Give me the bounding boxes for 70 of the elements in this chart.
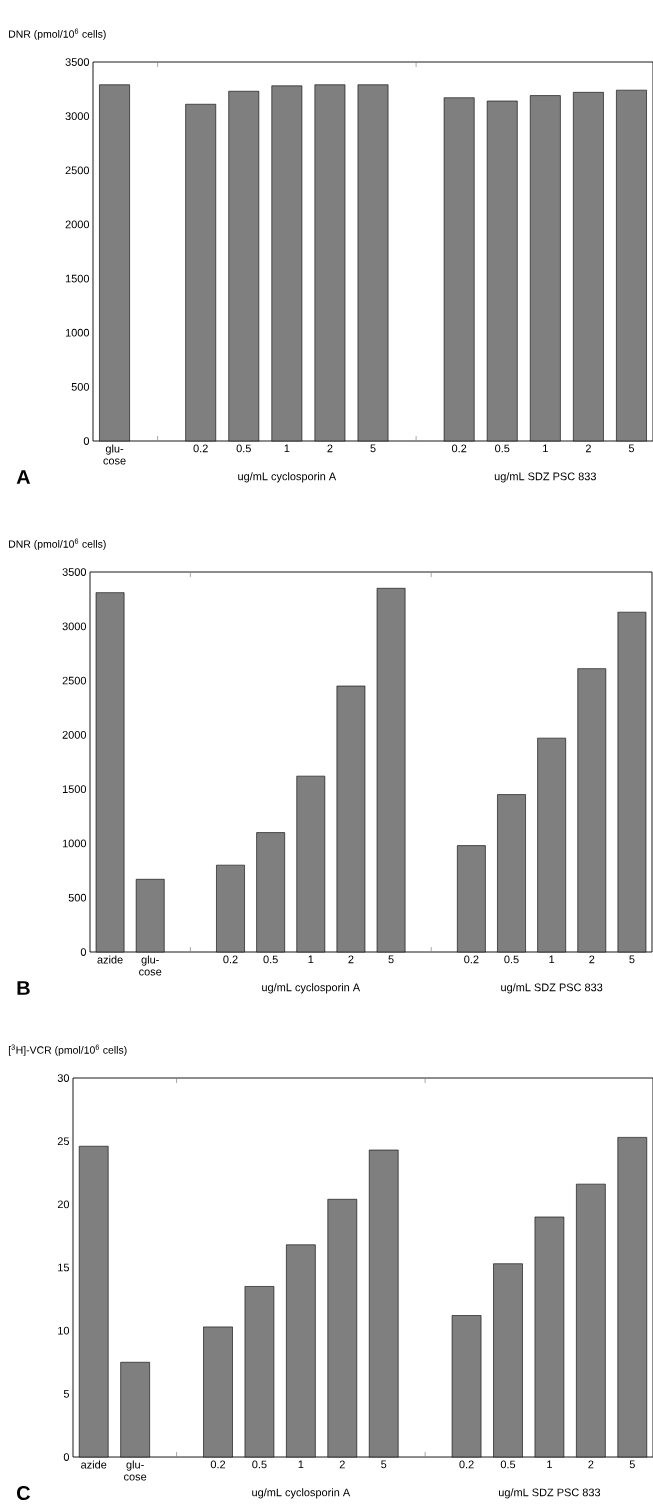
x-tick-label: 0.2 bbox=[210, 1460, 226, 1469]
x-tick-label: 0.2 bbox=[464, 955, 479, 964]
y-tick-label: 3000 bbox=[65, 112, 90, 121]
x-tick-label: azide bbox=[81, 1460, 107, 1469]
x-tick-label: 0.2 bbox=[193, 444, 208, 453]
x-tick-label: 5 bbox=[388, 955, 394, 964]
x-tick-label: glu- cose bbox=[103, 444, 126, 465]
x-tick-label: glu- cose bbox=[139, 955, 162, 976]
x-tick-label: 0.5 bbox=[263, 955, 278, 964]
y-tick-label: 1000 bbox=[62, 839, 87, 848]
x-tick-label: 5 bbox=[370, 444, 376, 453]
x-tick-label: 5 bbox=[628, 444, 635, 453]
text: C bbox=[17, 1485, 31, 1501]
x-tick-label: 2 bbox=[588, 1460, 594, 1469]
x-tick-label: 0.5 bbox=[236, 444, 251, 453]
x-tick-label: azide bbox=[97, 955, 123, 964]
y-tick-label: 2500 bbox=[62, 676, 87, 685]
y-tick-label: 2000 bbox=[62, 731, 87, 739]
y-axis-title: [$^{3}$H]-VCR (pmol/10$^{6}$ cells) bbox=[8, 1044, 127, 1056]
y-tick-label: 15 bbox=[58, 1263, 70, 1272]
x-tick-label: 1 bbox=[298, 1460, 304, 1469]
y-tick-label: 30 bbox=[57, 1074, 70, 1082]
y-tick-label: 500 bbox=[68, 893, 87, 902]
text: ug/mL cyclosporin A bbox=[262, 983, 361, 994]
y-tick-label: 5 bbox=[63, 1390, 70, 1398]
text: ug/mL SDZ PSC 833 bbox=[501, 983, 603, 994]
x-tick-label: 5 bbox=[629, 955, 635, 964]
text: ug/mL cyclosporin A bbox=[252, 1488, 351, 1499]
y-tick-label: 0 bbox=[80, 948, 87, 956]
y-tick-label: 0 bbox=[83, 437, 90, 445]
y-tick-label: 20 bbox=[57, 1200, 70, 1209]
x-tick-label: 2 bbox=[327, 444, 333, 453]
x-tick-label: 2 bbox=[339, 1460, 345, 1469]
text: A bbox=[16, 470, 31, 484]
x-tick-label: 2 bbox=[585, 444, 591, 453]
x-tick-label: 0.5 bbox=[495, 444, 510, 453]
y-tick-label: 1500 bbox=[65, 274, 90, 283]
x-tick-label: 0.5 bbox=[252, 1460, 267, 1469]
y-tick-label: 1500 bbox=[62, 785, 87, 794]
x-tick-label: 1 bbox=[547, 1460, 552, 1469]
text: ug/mL cyclosporin A bbox=[238, 472, 337, 483]
x-tick-label: 2 bbox=[348, 955, 354, 964]
y-tick-label: 2000 bbox=[65, 220, 90, 229]
x-tick-label: 2 bbox=[589, 955, 595, 964]
x-tick-label: 1 bbox=[549, 955, 555, 964]
text: ug/mL SDZ PSC 833 bbox=[494, 472, 596, 483]
y-axis-title: DNR (pmol/10$^{6}$ cells) bbox=[9, 28, 106, 40]
y-tick-label: 3500 bbox=[62, 568, 87, 576]
x-tick-label: 1 bbox=[308, 955, 314, 964]
x-tick-label: 0.5 bbox=[500, 1460, 516, 1469]
x-tick-label: 0.2 bbox=[451, 444, 467, 453]
x-tick-label: 1 bbox=[284, 444, 290, 453]
y-tick-label: 500 bbox=[71, 382, 90, 391]
y-tick-label: 3500 bbox=[65, 58, 90, 66]
x-tick-label: 5 bbox=[381, 1460, 387, 1469]
x-tick-label: 0.5 bbox=[504, 955, 519, 964]
text: ug/mL SDZ PSC 833 bbox=[498, 1488, 601, 1499]
x-tick-label: 0.2 bbox=[223, 955, 238, 964]
y-tick-label: 25 bbox=[57, 1137, 70, 1146]
x-tick-label: glu- cose bbox=[124, 1460, 147, 1481]
text: B bbox=[17, 981, 30, 995]
x-tick-label: 5 bbox=[629, 1460, 635, 1469]
x-tick-label: 1 bbox=[543, 444, 548, 453]
y-tick-label: 10 bbox=[58, 1326, 70, 1335]
x-tick-label: 0.2 bbox=[459, 1460, 474, 1469]
y-tick-label: 3000 bbox=[62, 622, 87, 631]
y-axis-title: DNR (pmol/10$^{6}$ cells) bbox=[9, 538, 106, 550]
y-tick-label: 2500 bbox=[65, 166, 90, 175]
y-tick-label: 0 bbox=[63, 1453, 70, 1461]
y-tick-label: 1000 bbox=[65, 328, 90, 337]
